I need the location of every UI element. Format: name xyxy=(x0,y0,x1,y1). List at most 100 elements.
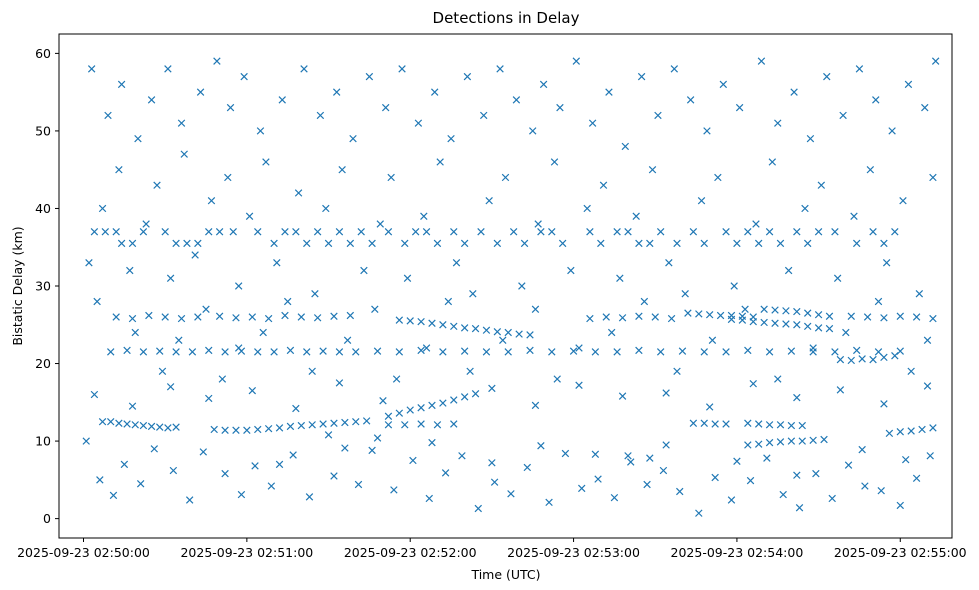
data-point xyxy=(493,239,502,248)
data-point xyxy=(858,355,866,363)
data-point xyxy=(87,65,96,73)
data-point xyxy=(597,239,605,248)
data-point xyxy=(463,72,472,81)
data-point xyxy=(803,322,812,331)
data-point xyxy=(93,297,101,306)
data-point xyxy=(417,420,425,428)
data-point xyxy=(422,344,431,352)
x-tick-label: 2025-09-23 02:53:00 xyxy=(507,545,640,560)
data-point xyxy=(548,348,556,356)
data-point xyxy=(126,266,134,275)
data-point xyxy=(224,173,232,182)
data-point xyxy=(899,196,907,205)
data-point xyxy=(469,290,477,298)
data-point xyxy=(194,239,202,248)
data-point xyxy=(460,239,469,248)
data-point xyxy=(782,307,790,315)
data-point xyxy=(458,452,466,460)
data-point xyxy=(569,347,578,355)
data-point xyxy=(686,96,695,104)
data-point xyxy=(450,322,458,331)
data-point xyxy=(373,347,382,355)
data-point xyxy=(229,227,237,236)
data-point xyxy=(714,173,722,182)
data-point xyxy=(744,419,752,427)
data-point xyxy=(844,461,853,469)
data-point xyxy=(852,346,861,355)
data-point xyxy=(711,473,719,482)
data-point xyxy=(539,80,548,89)
data-point xyxy=(112,227,120,236)
data-point xyxy=(120,460,129,469)
data-point xyxy=(515,330,523,338)
data-point xyxy=(243,426,251,434)
data-point xyxy=(520,239,529,248)
data-point xyxy=(594,475,602,483)
data-point xyxy=(145,311,153,320)
data-point xyxy=(194,313,202,321)
data-point xyxy=(161,313,169,321)
data-point xyxy=(439,321,447,329)
data-point xyxy=(697,196,706,205)
data-point xyxy=(820,435,828,444)
data-point xyxy=(164,424,172,432)
data-point xyxy=(814,324,823,332)
data-point xyxy=(662,441,670,449)
data-point xyxy=(466,367,474,376)
data-point xyxy=(874,348,883,356)
data-point xyxy=(504,328,512,337)
data-point xyxy=(305,493,314,501)
data-point xyxy=(558,239,567,248)
data-point xyxy=(880,239,888,248)
data-point xyxy=(232,314,240,322)
data-point xyxy=(765,421,774,429)
data-point xyxy=(117,239,126,248)
data-point xyxy=(330,419,338,427)
data-point xyxy=(392,375,401,383)
x-tick-label: 2025-09-23 02:54:00 xyxy=(671,545,804,560)
data-point xyxy=(428,438,436,447)
data-point xyxy=(787,421,796,430)
data-point xyxy=(907,367,915,376)
data-point xyxy=(264,424,273,433)
data-point xyxy=(921,103,929,112)
data-point xyxy=(245,212,254,220)
data-point xyxy=(172,239,180,248)
data-point xyxy=(814,310,823,319)
data-point xyxy=(757,57,766,65)
data-point xyxy=(896,501,904,510)
data-point xyxy=(433,239,442,248)
data-point xyxy=(567,266,575,275)
data-point xyxy=(923,382,932,390)
data-point xyxy=(488,384,496,393)
data-point xyxy=(588,119,597,127)
data-point xyxy=(877,486,885,495)
data-point xyxy=(744,441,752,449)
data-point xyxy=(395,316,404,324)
data-point xyxy=(450,396,458,404)
data-point xyxy=(526,346,534,355)
data-point xyxy=(793,393,801,402)
data-point xyxy=(417,346,425,355)
data-point xyxy=(605,88,613,96)
data-point xyxy=(150,445,159,453)
data-point xyxy=(452,259,461,267)
data-point xyxy=(656,348,665,356)
data-point xyxy=(787,347,796,355)
data-point xyxy=(711,420,719,428)
data-point xyxy=(774,375,782,383)
data-point xyxy=(98,204,107,213)
data-point xyxy=(362,417,371,425)
data-point xyxy=(839,111,847,120)
data-point xyxy=(803,239,812,248)
data-point xyxy=(635,346,643,355)
data-point xyxy=(215,312,224,320)
data-point xyxy=(545,498,553,507)
data-point xyxy=(123,346,131,355)
data-point xyxy=(215,227,224,236)
data-point xyxy=(776,438,785,446)
data-point xyxy=(507,490,515,498)
data-point xyxy=(651,313,659,321)
data-point xyxy=(695,509,703,517)
